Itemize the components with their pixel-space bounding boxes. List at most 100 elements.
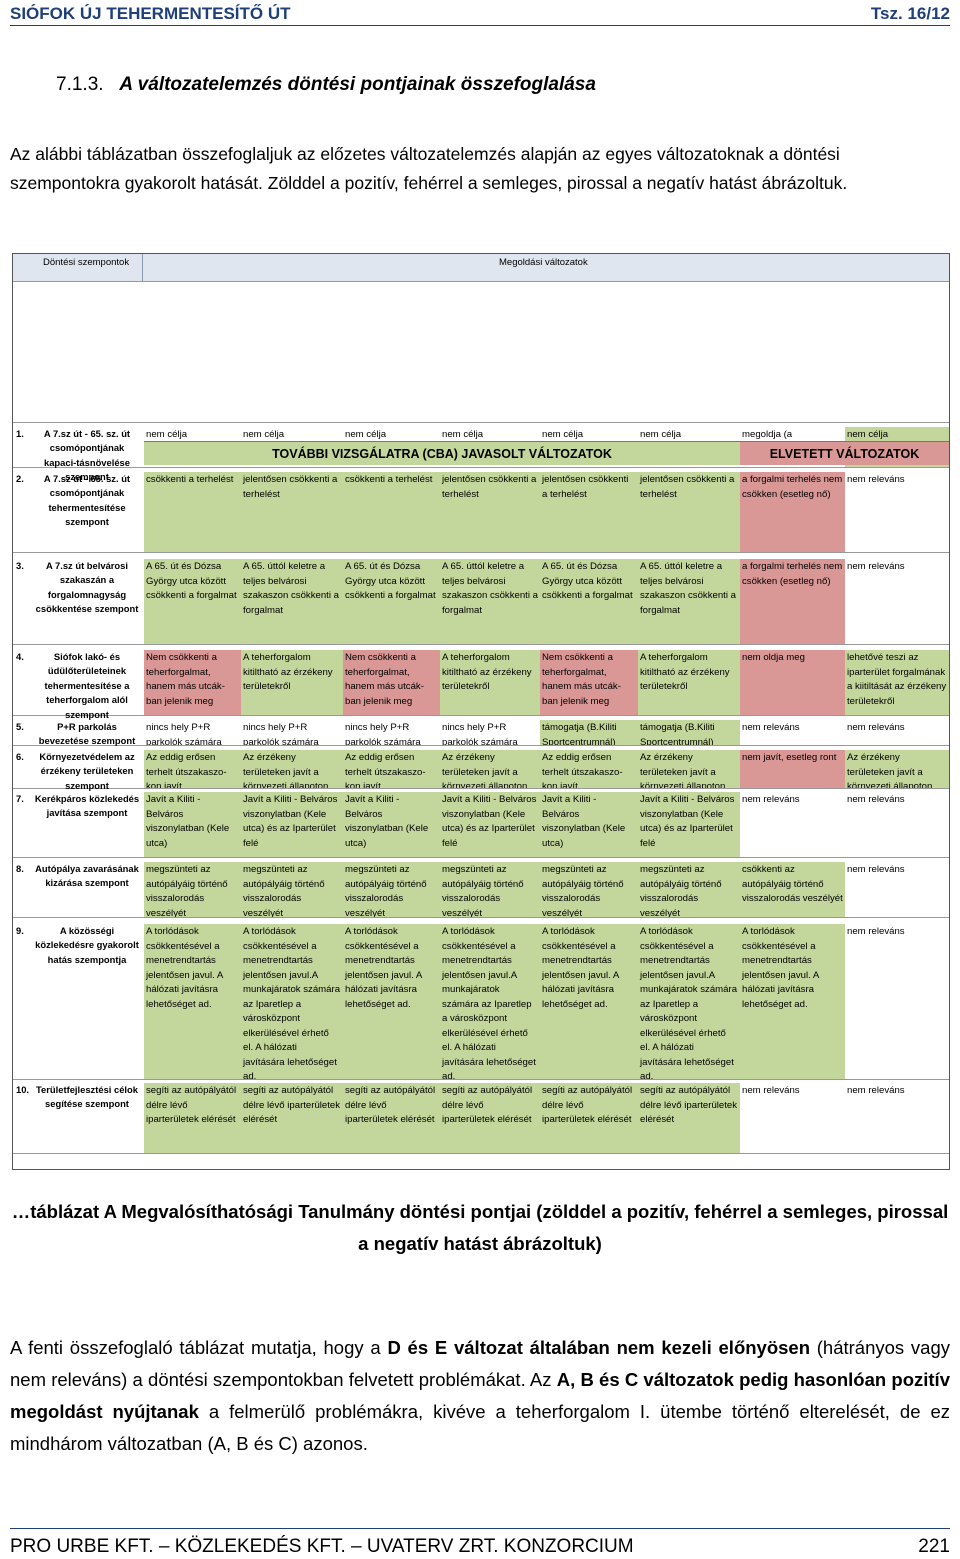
criterion-label: A 7.sz út - 65. sz. út csomópontjának te… — [43, 473, 131, 528]
table-cell: Az érzékeny területeken javít a környeze… — [241, 750, 343, 788]
row-divider — [13, 1079, 949, 1080]
table-cell: nem célja — [345, 429, 387, 440]
row-divider — [13, 1153, 949, 1154]
section-heading: 7.1.3. A változatelemzés döntési pontjai… — [56, 74, 596, 96]
criterion-label: Siófok lakó- és üdülőterületeinek teherm… — [44, 651, 130, 720]
row-divider — [13, 857, 949, 858]
table-cell: megszünteti az autópályáig történő vissz… — [343, 862, 440, 917]
conclusion-text-3: a felmerülő problémákra, kivéve a teherf… — [10, 1401, 950, 1454]
row-divider — [13, 788, 949, 789]
footer-red: ELVETETT VÁLTOZATOK — [740, 441, 949, 465]
table-cell: nem releváns — [742, 1085, 800, 1096]
table-cell: jelentősen csökkenti a terhelést — [540, 472, 638, 552]
footer-green: TOVÁBBI VIZSGÁLATRA (CBA) JAVASOLT VÁLTO… — [144, 441, 740, 465]
row-divider — [13, 917, 949, 918]
table-cell: csökkenti az autópályáig történő visszal… — [740, 862, 845, 917]
table-cell: segíti az autópályától délre lévő iparte… — [540, 1083, 638, 1153]
criterion-label: Kerékpáros közlekedés javítása szempont — [34, 793, 140, 819]
table-cell: nem releváns — [847, 474, 905, 485]
table-cell: csökkenti a terhelést — [343, 472, 440, 552]
table-cell: A 65. út és Dózsa György utca között csö… — [343, 559, 440, 644]
table-cell: megszünteti az autópályáig történő vissz… — [144, 862, 241, 917]
table-cell: jelentősen csökkenti a terhelést — [638, 472, 740, 552]
table-cell: Nem csökkenti a teherforgalmat, hanem má… — [144, 650, 241, 715]
criterion-label: Területfejlesztési célok segítése szempo… — [36, 1084, 138, 1110]
criterion-number: 5. — [16, 721, 24, 732]
row-divider — [13, 467, 949, 468]
table-cell: nincs hely P+R parkolók számára — [146, 722, 222, 745]
table-cell: támogatja (B.Kiliti Sportcentrumnál) — [540, 720, 638, 745]
table-cell: nem releváns — [847, 926, 905, 937]
criterion-6: 6. Környezetvédelem az érzékeny területek… — [13, 750, 143, 791]
table-cell: Az érzékeny területeken javít a környeze… — [638, 750, 740, 788]
table-cell: nem releváns — [742, 722, 800, 733]
table-cell: A 65. úttól keletre a teljes belvárosi s… — [638, 559, 740, 644]
criterion-number: 9. — [16, 925, 24, 936]
table-cell: nem releváns — [847, 722, 905, 733]
table-cell: A torlódások csökkentésével a menetrendt… — [540, 924, 638, 1079]
table-cell: nem releváns — [847, 561, 905, 572]
table-cell: megszünteti az autópályáig történő vissz… — [540, 862, 638, 917]
table-cell: A teherforgalom kitiltható az érzékeny t… — [638, 650, 740, 715]
criterion-label: A közösségi közlekedésre gyakorolt hatás… — [35, 925, 139, 965]
table-cell: Javít a Kiliti - Belváros viszonylatban … — [638, 792, 740, 857]
criterion-9: 9. A közösségi közlekedésre gyakorolt hat… — [13, 924, 143, 1079]
conclusion-bold-1: D és E változat általában nem kezeli elő… — [387, 1337, 811, 1358]
table-cell: segíti az autópályától délre lévő iparte… — [144, 1083, 241, 1153]
page-footer: PRO URBE KFT. – KÖZLEKEDÉS KFT. – UVATER… — [10, 1528, 950, 1558]
table-cell: Az érzékeny területeken javít a környeze… — [440, 750, 540, 788]
criterion-2: 2. A 7.sz út - 65. sz. út csomópontjának … — [13, 472, 143, 552]
table-cell: nem célja — [640, 429, 682, 440]
criterion-number: 4. — [16, 651, 24, 662]
criterion-number: 2. — [16, 473, 24, 484]
conclusion-text-2: (hátrányos vagy nem releváns) a döntési … — [10, 1337, 951, 1390]
intro-paragraph: Az alábbi táblázatban összefoglaljuk az … — [10, 144, 848, 193]
criterion-label: Autópálya zavarásának kizárása szempont — [35, 863, 139, 889]
table-cell: a forgalmi terhelés nem csökken (esetleg… — [740, 472, 845, 552]
table-cell: segíti az autópályától délre lévő iparte… — [241, 1083, 343, 1153]
row-divider — [13, 552, 949, 553]
table-cell: Javít a Kiliti - Belváros viszonylatban … — [144, 792, 241, 857]
table-cell: A torlódások csökkentésével a menetrendt… — [144, 924, 241, 1079]
table-cell: nem javít, esetleg ront — [740, 750, 845, 788]
table-cell: Javít a Kiliti - Belváros viszonylatban … — [241, 792, 343, 857]
table-cell: A teherforgalom kitiltható az érzékeny t… — [440, 650, 540, 715]
table-cell: nincs hely P+R parkolók számára — [243, 722, 319, 745]
table-cell: A torlódások csökkentésével a menetrendt… — [241, 924, 343, 1079]
criterion-number: 3. — [16, 560, 24, 571]
table-header-bar: Döntési szempontok Megoldási változatok — [13, 254, 949, 282]
table-cell: jelentősen csökkenti a terhelést — [241, 472, 343, 552]
criterion-number: 10. — [16, 1084, 30, 1095]
table-cell: lehetővé teszi az iparterület forgalmána… — [845, 650, 949, 715]
head-criteria: Döntési szempontok — [13, 254, 143, 282]
table-cell: Javít a Kiliti - Belváros viszonylatban … — [343, 792, 440, 857]
table-cell: segíti az autópályától délre lévő iparte… — [343, 1083, 440, 1153]
table-cell: Az eddig erősen terhelt útszakaszo-kon j… — [144, 750, 241, 788]
table-cell: nem célja — [243, 429, 285, 440]
criterion-7: 7. Kerékpáros közlekedés javítása szempon… — [13, 792, 143, 857]
criterion-number: 6. — [16, 751, 24, 762]
criterion-5: 5. P+R parkolás bevezetése szempont — [13, 720, 143, 746]
criterion-4: 4. Siófok lakó- és üdülőterületeinek tehe… — [13, 650, 143, 720]
table-cell: nem oldja meg — [740, 650, 845, 715]
conclusion-paragraph: A fenti összefoglaló táblázat mutatja, h… — [10, 1332, 950, 1460]
section-number: 7.1.3. — [56, 74, 104, 95]
head-variants: Megoldási változatok — [499, 257, 588, 268]
conclusion-bold-2: A, B és C változatok pedig hasonlóan poz… — [10, 1369, 950, 1422]
row-divider — [13, 422, 949, 423]
table-cell: Az eddig erősen terhelt útszakaszo-kon j… — [540, 750, 638, 788]
criterion-8: 8. Autópálya zavarásának kizárása szempon… — [13, 862, 143, 917]
table-cell: nincs hely P+R parkolók számára — [345, 722, 421, 745]
table-cell: Az eddig erősen terhelt útszakaszo-kon j… — [343, 750, 440, 788]
page-number: 221 — [918, 1536, 950, 1557]
row-divider — [13, 644, 949, 645]
table-cell: A torlódások csökkentésével a menetrendt… — [638, 924, 740, 1079]
table-cell: Nem csökkenti a teherforgalmat, hanem má… — [540, 650, 638, 715]
table-cell: csökkenti a terhelést — [144, 472, 241, 552]
table-cell: A torlódások csökkentésével a menetrendt… — [740, 924, 845, 1079]
table-cell: nem releváns — [847, 864, 905, 875]
table-cell: segíti az autópályától délre lévő iparte… — [440, 1083, 540, 1153]
table-cell: A torlódások csökkentésével a menetrendt… — [440, 924, 540, 1079]
table-cell: Javít a Kiliti - Belváros viszonylatban … — [540, 792, 638, 857]
criterion-label: Környezetvédelem az érzékeny területeken… — [39, 751, 135, 791]
